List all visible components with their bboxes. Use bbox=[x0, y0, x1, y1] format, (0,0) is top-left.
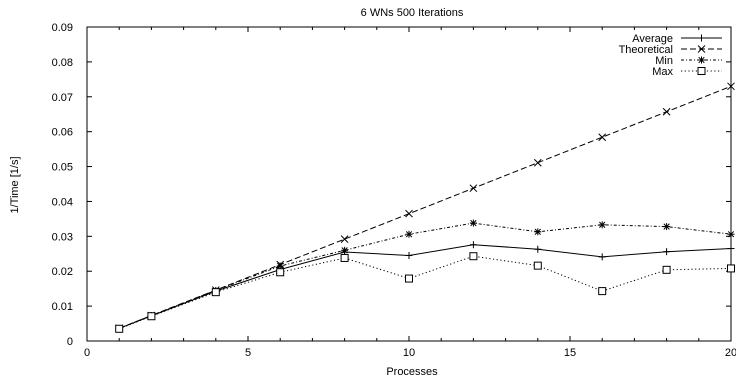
x-tick-label: 0 bbox=[84, 347, 90, 359]
data-point-average bbox=[405, 252, 413, 260]
data-point-max bbox=[469, 252, 478, 261]
y-tick-label: 0.06 bbox=[52, 127, 73, 139]
data-point-max bbox=[147, 312, 156, 321]
y-tick-label: 0.07 bbox=[52, 92, 73, 104]
legend-marker-theoretical bbox=[697, 45, 706, 53]
x-tick-label: 15 bbox=[564, 347, 576, 359]
plot-frame bbox=[86, 26, 732, 342]
y-tick-label: 0.02 bbox=[52, 266, 73, 278]
x-tick-label: 20 bbox=[725, 347, 736, 359]
data-point-max bbox=[276, 268, 285, 277]
data-point-min bbox=[727, 230, 735, 238]
data-point-average bbox=[598, 253, 606, 261]
data-point-theoretical bbox=[405, 209, 413, 218]
y-axis-label: 1/Time [1/s] bbox=[9, 156, 21, 213]
data-point-min bbox=[534, 228, 542, 236]
series-line-min bbox=[119, 222, 732, 329]
data-point-theoretical bbox=[469, 184, 478, 193]
data-point-theoretical bbox=[340, 235, 349, 243]
data-point-theoretical bbox=[727, 82, 735, 91]
x-tick-label: 5 bbox=[245, 347, 251, 359]
legend-marker-average bbox=[698, 34, 705, 42]
chart-title: 6 WNs 500 Iterations bbox=[361, 7, 464, 19]
data-point-max bbox=[340, 253, 349, 262]
data-point-theoretical bbox=[533, 158, 542, 167]
y-tick-label: 0 bbox=[67, 336, 73, 348]
legend-marker-max bbox=[697, 67, 706, 75]
legend-label-theoretical: Theoretical bbox=[619, 44, 673, 56]
data-point-max bbox=[405, 274, 413, 283]
x-axis-label: Processes bbox=[386, 366, 438, 378]
data-point-average bbox=[469, 241, 477, 249]
data-point-min bbox=[469, 219, 477, 227]
data-point-min bbox=[405, 230, 413, 238]
data-point-min bbox=[276, 262, 284, 270]
data-point-max bbox=[662, 265, 671, 274]
data-point-max bbox=[211, 288, 220, 297]
data-point-max bbox=[727, 264, 735, 273]
y-tick-label: 0.09 bbox=[52, 22, 73, 34]
data-point-max bbox=[115, 324, 124, 333]
data-point-max bbox=[533, 261, 542, 270]
legend-marker-min bbox=[698, 56, 705, 64]
y-tick-label: 0.05 bbox=[52, 162, 73, 174]
y-tick-label: 0.03 bbox=[52, 231, 73, 243]
x-tick-label: 10 bbox=[403, 347, 415, 359]
legend-label-average: Average bbox=[632, 33, 673, 45]
data-point-average bbox=[663, 248, 671, 256]
data-point-theoretical bbox=[598, 133, 607, 142]
legend-label-max: Max bbox=[652, 66, 673, 78]
y-tick-label: 0.04 bbox=[52, 196, 73, 208]
legend-label-min: Min bbox=[655, 55, 673, 67]
data-point-average bbox=[727, 245, 735, 253]
series-group bbox=[115, 82, 735, 333]
data-point-theoretical bbox=[662, 107, 671, 116]
data-point-min bbox=[341, 246, 349, 254]
data-point-min bbox=[663, 223, 671, 231]
axes: 0 5 10 15 20 0 0.01 0.02 0.03 0.04 0.05 0.06 0.07 0.0… bbox=[52, 22, 736, 359]
data-point-average bbox=[534, 245, 542, 253]
data-point-min bbox=[598, 221, 606, 229]
y-tick-label: 0.08 bbox=[52, 57, 73, 69]
y-tick-label: 0.01 bbox=[52, 301, 73, 313]
series-line-average bbox=[119, 244, 732, 329]
data-point-max bbox=[598, 287, 607, 296]
